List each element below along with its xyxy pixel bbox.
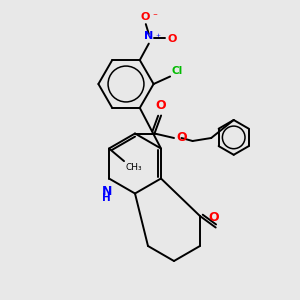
Text: $^-$: $^-$ <box>151 11 158 20</box>
Text: $^+$: $^+$ <box>154 32 162 41</box>
Text: CH₃: CH₃ <box>125 163 142 172</box>
Text: O: O <box>140 12 150 22</box>
Text: O: O <box>176 131 187 144</box>
Text: Cl: Cl <box>172 66 183 76</box>
Text: O: O <box>208 211 219 224</box>
Text: O: O <box>156 99 167 112</box>
Text: N: N <box>144 31 153 41</box>
Text: N: N <box>101 185 112 198</box>
Text: O: O <box>167 34 177 44</box>
Text: H: H <box>102 193 111 203</box>
